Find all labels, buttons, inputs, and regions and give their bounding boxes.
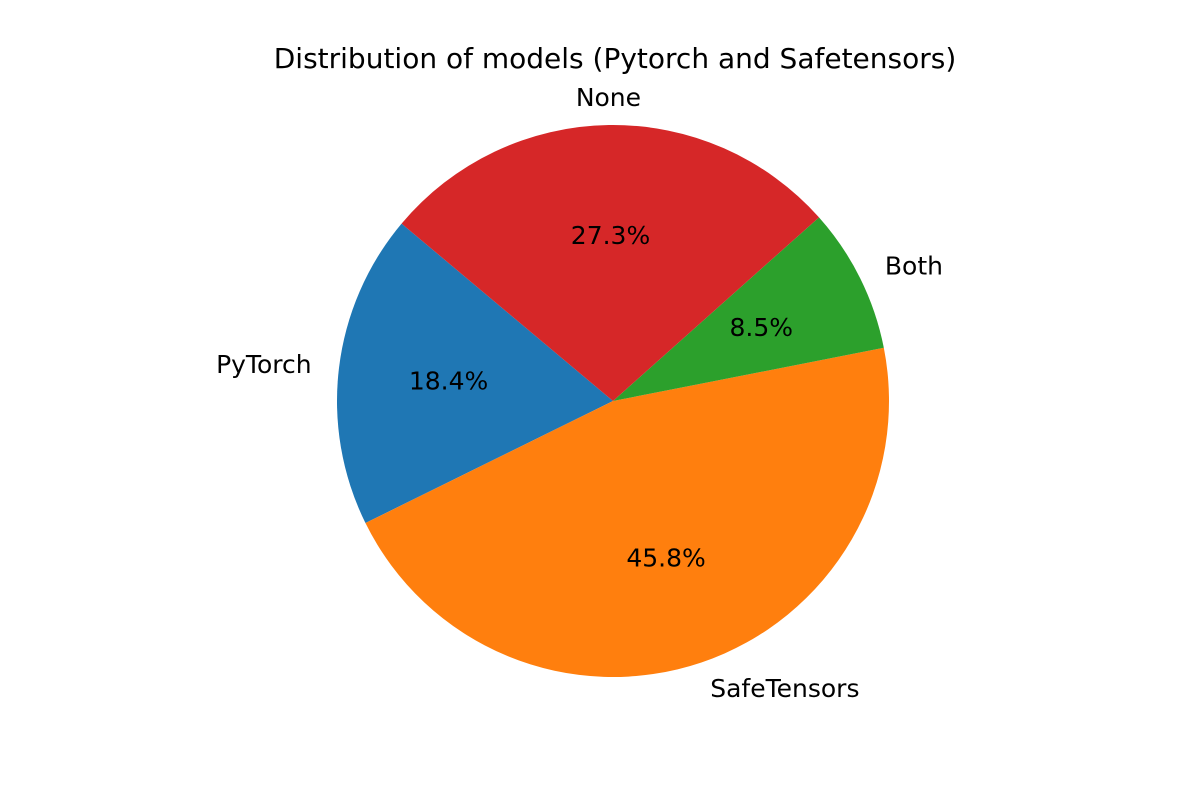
pct-label-pytorch: 18.4%: [409, 367, 488, 396]
pct-label-none: 27.3%: [571, 221, 650, 250]
pie-slices: [337, 124, 889, 677]
pct-label-safetensors: 45.8%: [626, 543, 705, 572]
slice-label-both: Both: [885, 251, 943, 280]
pie-slice-none: [401, 124, 820, 401]
pie-slice-both: [613, 217, 884, 401]
pct-label-both: 8.5%: [730, 313, 794, 342]
slice-label-pytorch: PyTorch: [216, 350, 312, 379]
pie-slice-safetensors: [365, 347, 889, 677]
pie-slice-pytorch: [337, 223, 613, 524]
pie-labels: PyTorch 18.4% SafeTensors 45.8% Both 8.5% None…: [216, 83, 943, 703]
chart-title: Distribution of models (Pytorch and Safe…: [274, 42, 957, 75]
slice-label-none: None: [576, 83, 641, 112]
slice-label-safetensors: SafeTensors: [710, 674, 859, 703]
